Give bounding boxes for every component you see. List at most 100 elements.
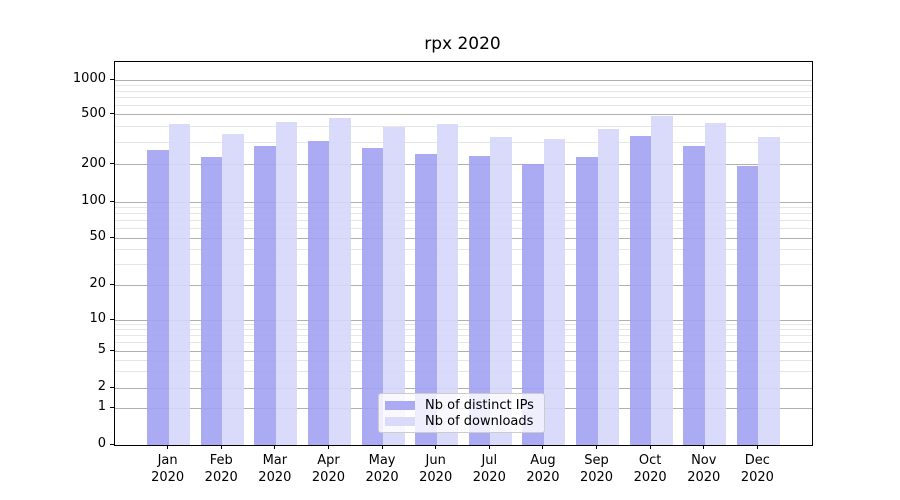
x-tick-label: Jan 2020: [151, 453, 185, 485]
x-tick-label: Mar 2020: [258, 453, 292, 485]
x-tick-mark: [327, 445, 329, 449]
y-tick-label: 500: [81, 105, 106, 121]
x-tick-mark: [703, 445, 705, 449]
gridline-major: [115, 201, 812, 203]
x-tick-label: Aug 2020: [526, 453, 560, 485]
legend-label-distinct-ips: Nb of distinct IPs: [425, 398, 534, 414]
y-tick-label: 100: [81, 193, 106, 208]
x-tick-mark: [381, 445, 383, 449]
bar-distinct-ips: [254, 145, 276, 445]
x-tick-mark: [274, 445, 276, 449]
legend-item-downloads: Nb of downloads: [385, 414, 538, 430]
y-tick-label: 1: [97, 399, 106, 414]
legend-swatch-downloads: [385, 416, 415, 426]
bar-downloads: [275, 122, 298, 445]
gridline-major: [115, 319, 812, 321]
gridline-major: [115, 387, 812, 389]
y-tick-label: 200: [81, 155, 106, 171]
x-tick-mark: [596, 445, 598, 449]
legend-label-downloads: Nb of downloads: [425, 413, 534, 429]
y-tick-label: 5: [97, 342, 106, 357]
gridline-minor: [115, 342, 812, 344]
bar-distinct-ips: [683, 146, 705, 445]
gridline-minor: [115, 220, 812, 222]
y-tick-label: 20: [89, 276, 106, 291]
bar-distinct-ips: [361, 147, 384, 445]
gridline-minor: [115, 141, 812, 143]
x-tick-mark: [542, 445, 544, 449]
bar-downloads: [651, 115, 673, 445]
x-tick-label: Jul 2020: [472, 453, 506, 485]
bar-downloads: [597, 129, 619, 445]
y-tick-mark: [110, 386, 114, 388]
bar-distinct-ips: [629, 135, 652, 445]
legend-item-distinct-ips: Nb of distinct IPs: [385, 398, 538, 414]
gridline-major: [115, 237, 812, 239]
gridline-minor: [115, 104, 812, 106]
y-tick-mark: [110, 349, 114, 351]
gridline-minor: [115, 90, 812, 92]
bar-distinct-ips: [522, 163, 544, 445]
x-tick-label: Nov 2020: [687, 453, 721, 485]
gridline-minor: [115, 228, 812, 230]
y-tick-label: 0: [97, 436, 106, 451]
bar-downloads: [543, 138, 566, 445]
y-tick-label: 50: [89, 229, 106, 244]
y-tick-mark: [110, 406, 114, 408]
x-tick-label: May 2020: [365, 453, 399, 485]
bar-downloads: [758, 136, 780, 445]
y-tick-mark: [110, 443, 114, 445]
bar-distinct-ips: [200, 156, 223, 445]
legend-swatch-distinct-ips: [385, 401, 415, 411]
y-tick-label: 1000: [72, 71, 106, 86]
gridline-major: [115, 284, 812, 286]
x-tick-label: Feb 2020: [204, 453, 238, 485]
y-tick-label: 2: [97, 379, 106, 394]
bar-distinct-ips: [576, 157, 598, 445]
bar-distinct-ips: [147, 150, 169, 445]
y-tick-mark: [110, 163, 114, 164]
gridline-minor: [115, 126, 812, 128]
x-tick-mark: [756, 445, 758, 449]
gridline-minor: [115, 335, 812, 337]
gridline-minor: [115, 206, 812, 208]
x-tick-mark: [220, 445, 222, 449]
gridline-minor: [115, 263, 812, 265]
y-tick-mark: [110, 113, 114, 114]
x-tick-label: Sep 2020: [579, 453, 614, 485]
x-tick-label: Oct 2020: [633, 453, 667, 485]
gridline-major: [115, 79, 812, 81]
gridline-minor: [115, 371, 812, 373]
y-tick-mark: [110, 283, 114, 285]
gridline-minor: [115, 84, 812, 86]
x-tick-mark: [167, 445, 169, 449]
x-tick-mark: [649, 445, 651, 449]
gridline-major: [115, 350, 812, 352]
gridline-minor: [115, 329, 812, 331]
gridline-major: [115, 114, 812, 115]
bar-downloads: [329, 118, 351, 445]
gridline-minor: [115, 324, 812, 326]
bar-distinct-ips: [736, 165, 759, 445]
bar-distinct-ips: [308, 141, 330, 445]
chart-title: rpx 2020: [424, 34, 501, 54]
y-tick-label: 10: [89, 311, 106, 326]
y-tick-mark: [110, 236, 114, 238]
bar-downloads: [168, 123, 191, 445]
gridline-minor: [115, 248, 812, 250]
gridline-minor: [115, 97, 812, 99]
x-tick-mark: [435, 445, 437, 449]
legend: Nb of distinct IPs Nb of downloads: [378, 393, 545, 433]
x-tick-label: Dec 2020: [740, 453, 774, 485]
bar-downloads: [222, 133, 244, 445]
bar-downloads: [704, 123, 727, 445]
x-tick-label: Apr 2020: [311, 453, 345, 485]
y-tick-mark: [110, 78, 114, 80]
bar-distinct-ips: [468, 155, 491, 445]
gridline-minor: [115, 359, 812, 361]
y-tick-mark: [110, 318, 114, 320]
bar-distinct-ips: [415, 154, 437, 445]
bar-downloads: [383, 127, 405, 445]
gridline-minor: [115, 213, 812, 215]
